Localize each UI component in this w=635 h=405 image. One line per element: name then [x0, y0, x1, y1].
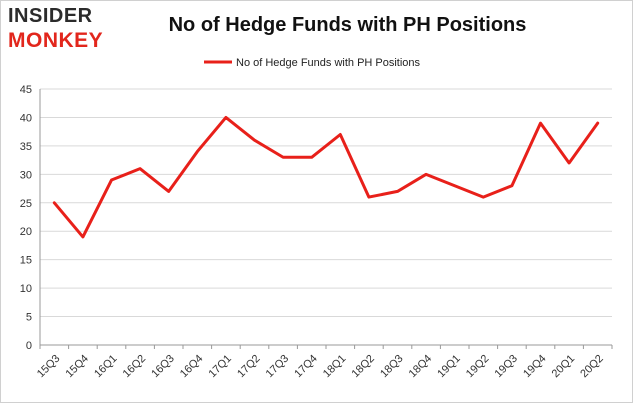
- x-tick-label: 19Q1: [435, 353, 463, 381]
- x-tick-label: 18Q4: [407, 353, 435, 381]
- x-tick-label: 19Q4: [521, 353, 549, 381]
- x-tick-label: 15Q3: [35, 353, 63, 381]
- y-tick-label: 45: [20, 84, 32, 96]
- y-tick-label: 0: [26, 340, 32, 352]
- y-tick-label: 15: [20, 255, 32, 267]
- x-tick-label: 16Q2: [121, 353, 149, 381]
- x-tick-label: 16Q3: [149, 353, 177, 381]
- legend-label: No of Hedge Funds with PH Positions: [236, 57, 421, 69]
- insider-monkey-logo: INSIDER MONKEY: [8, 6, 118, 54]
- legend: No of Hedge Funds with PH Positions: [204, 57, 421, 69]
- gridlines: [39, 88, 612, 346]
- y-tick-label: 40: [20, 112, 32, 124]
- chart-title: No of Hedge Funds with PH Positions: [168, 14, 527, 36]
- x-tick-label: 17Q3: [264, 353, 292, 381]
- x-axis-ticks: 15Q3 15Q4 16Q1 16Q2 16Q3 16Q4 17Q1 17Q2 17Q3 17Q4…: [35, 345, 613, 381]
- y-tick-label: 25: [20, 198, 32, 210]
- x-tick-label: 18Q1: [321, 353, 349, 381]
- x-tick-label: 16Q4: [178, 353, 206, 381]
- logo-line-1: INSIDER: [8, 5, 93, 27]
- y-axis-ticks: 0 5 10 15 20 25 30 35 40 45: [20, 84, 32, 352]
- y-tick-label: 35: [20, 141, 32, 153]
- y-tick-label: 5: [26, 312, 32, 324]
- x-tick-label: 19Q3: [492, 353, 520, 381]
- x-tick-label: 20Q1: [550, 353, 578, 381]
- x-tick-label: 17Q1: [206, 353, 234, 381]
- series-lines: [52, 115, 600, 239]
- y-tick-label: 10: [20, 283, 32, 295]
- x-tick-label: 19Q2: [464, 353, 492, 381]
- x-tick-label: 17Q4: [292, 353, 320, 381]
- y-tick-label: 30: [20, 169, 32, 181]
- x-tick-label: 18Q3: [378, 353, 406, 381]
- series-line: [52, 115, 600, 239]
- x-tick-label: 20Q2: [578, 353, 606, 381]
- y-tick-label: 20: [20, 226, 32, 238]
- x-tick-label: 15Q4: [63, 353, 91, 381]
- x-tick-label: 18Q2: [349, 353, 377, 381]
- logo-line-2: MONKEY: [8, 29, 104, 52]
- x-tick-label: 17Q2: [235, 353, 263, 381]
- x-tick-label: 16Q1: [92, 353, 120, 381]
